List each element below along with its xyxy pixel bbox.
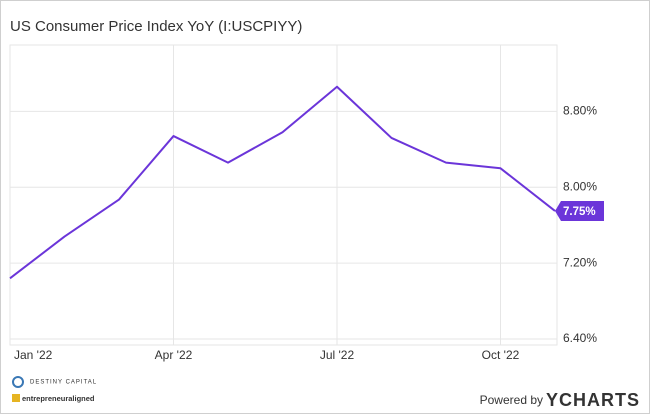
x-tick-label: Oct '22 [482, 348, 520, 362]
x-tick-label: Apr '22 [155, 348, 193, 362]
y-tick-label: 6.40% [563, 331, 597, 345]
y-tick-label: 7.20% [563, 255, 597, 269]
brand: YCHARTS [546, 390, 640, 410]
x-tick-label: Jan '22 [14, 348, 53, 362]
value-label: 7.75% [563, 206, 596, 218]
logo-bottom: entrepreneuraligned [22, 394, 95, 403]
chart-title: US Consumer Price Index YoY (I:USCPIYY) [10, 18, 302, 35]
footer-logo: DESTINY CAPITAL entrepreneuraligned [12, 376, 97, 403]
y-tick-label: 8.00% [563, 179, 597, 193]
powered-by: Powered by [480, 393, 543, 407]
logo-icon [12, 394, 20, 402]
x-tick-label: Jul '22 [320, 348, 355, 362]
logo-top: DESTINY CAPITAL [30, 380, 97, 386]
series-line [9, 85, 556, 280]
value-label-box [555, 200, 604, 221]
logo-icon [12, 376, 24, 388]
y-tick-label: 8.80% [563, 104, 597, 118]
